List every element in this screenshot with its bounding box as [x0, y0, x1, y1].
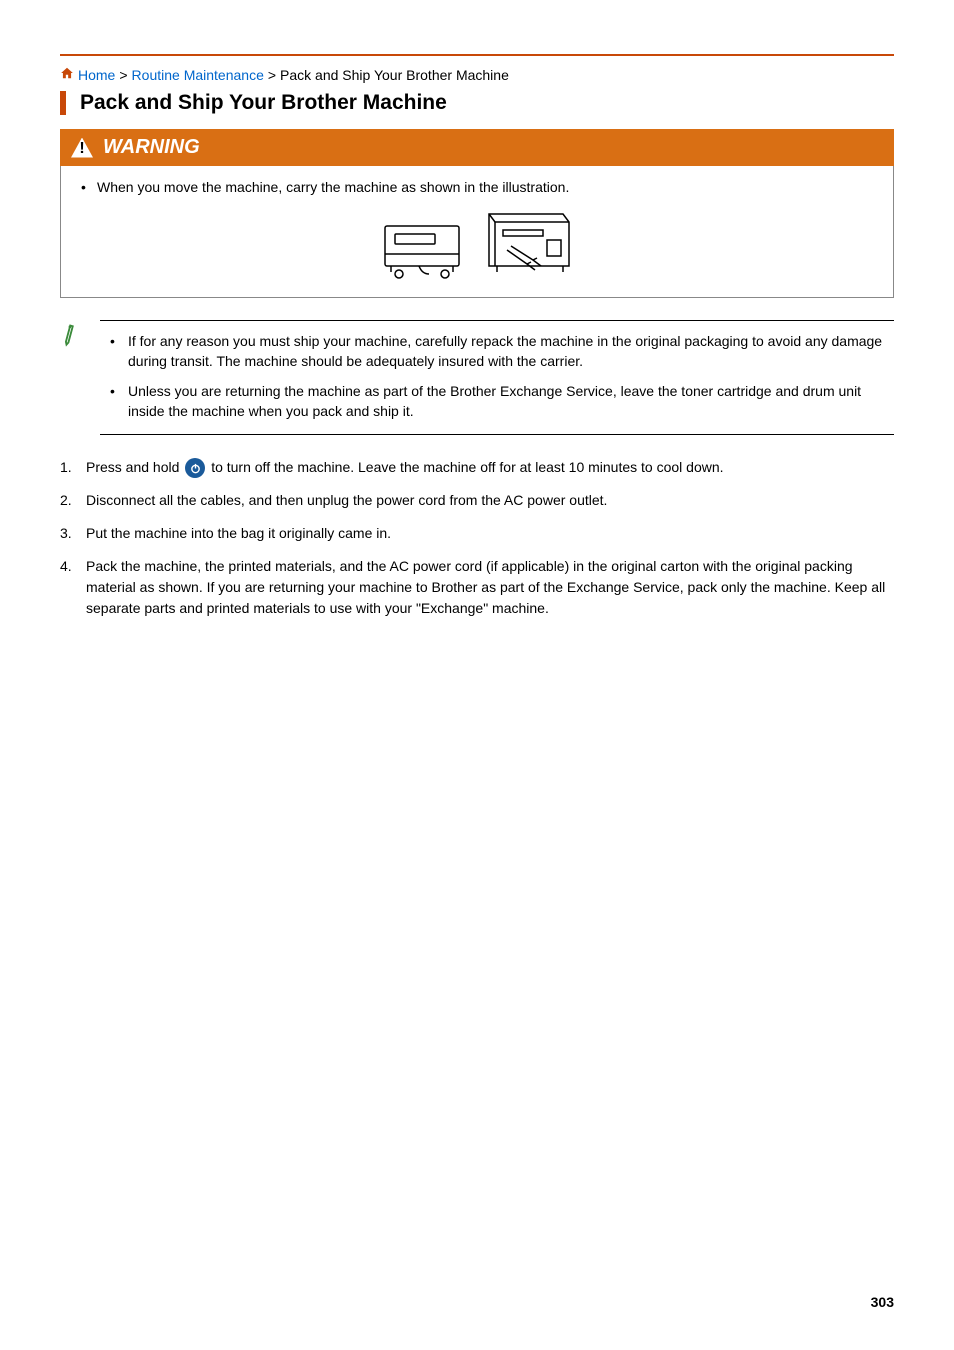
- breadcrumb-sep: >: [119, 67, 127, 83]
- note-section: If for any reason you must ship your mac…: [60, 320, 894, 435]
- warning-label: WARNING: [103, 136, 200, 159]
- step-1-text-a: Press and hold: [86, 459, 183, 475]
- warning-icon: !: [71, 138, 93, 158]
- step-1-text-b: to turn off the machine. Leave the machi…: [211, 459, 723, 475]
- carry-illustration: [79, 208, 875, 283]
- page-title: Pack and Ship Your Brother Machine: [80, 91, 447, 115]
- home-icon[interactable]: [60, 66, 74, 83]
- warning-box: ! WARNING When you move the machine, car…: [60, 129, 894, 298]
- warning-item: When you move the machine, carry the mac…: [79, 178, 875, 198]
- title-row: Pack and Ship Your Brother Machine: [60, 91, 894, 115]
- note-icon: [54, 318, 87, 353]
- step-1: Press and hold to turn off the machine. …: [60, 457, 894, 478]
- step-2: Disconnect all the cables, and then unpl…: [60, 490, 894, 511]
- warning-header: ! WARNING: [60, 129, 894, 166]
- note-item: If for any reason you must ship your mac…: [100, 331, 894, 372]
- warning-body: When you move the machine, carry the mac…: [60, 166, 894, 298]
- power-icon: [185, 458, 205, 478]
- step-4: Pack the machine, the printed materials,…: [60, 556, 894, 619]
- breadcrumb-routine-link[interactable]: Routine Maintenance: [132, 67, 264, 83]
- page-number: 303: [871, 1294, 894, 1310]
- top-rule: [60, 54, 894, 56]
- breadcrumb-current: Pack and Ship Your Brother Machine: [280, 67, 509, 83]
- breadcrumb-home-link[interactable]: Home: [78, 67, 115, 83]
- step-3: Put the machine into the bag it original…: [60, 523, 894, 544]
- breadcrumb-sep: >: [268, 67, 276, 83]
- steps-list: Press and hold to turn off the machine. …: [60, 457, 894, 619]
- title-accent-bar: [60, 91, 66, 115]
- note-item: Unless you are returning the machine as …: [100, 381, 894, 422]
- breadcrumb: Home > Routine Maintenance > Pack and Sh…: [60, 66, 894, 83]
- note-body: If for any reason you must ship your mac…: [100, 320, 894, 435]
